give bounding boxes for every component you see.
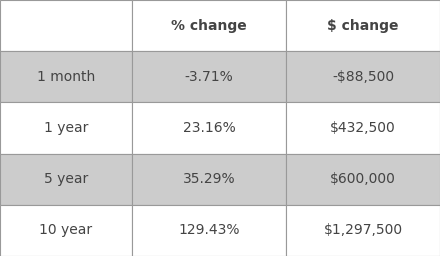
Text: 35.29%: 35.29% [183, 172, 235, 186]
Text: 5 year: 5 year [44, 172, 88, 186]
Text: 129.43%: 129.43% [178, 223, 240, 237]
Text: -3.71%: -3.71% [185, 70, 233, 84]
Bar [132, 102, 286, 154]
Bar [0, 0, 132, 51]
Bar [132, 0, 286, 51]
Bar [132, 51, 286, 102]
Bar [286, 0, 440, 51]
Bar [286, 154, 440, 205]
Bar [0, 102, 132, 154]
Text: $432,500: $432,500 [330, 121, 396, 135]
Text: $600,000: $600,000 [330, 172, 396, 186]
Text: -$88,500: -$88,500 [332, 70, 394, 84]
Text: 10 year: 10 year [40, 223, 92, 237]
Bar [286, 102, 440, 154]
Bar [132, 205, 286, 256]
Bar [132, 154, 286, 205]
Bar [0, 51, 132, 102]
Bar [286, 205, 440, 256]
Text: 1 month: 1 month [37, 70, 95, 84]
Text: % change: % change [171, 19, 247, 33]
Text: 23.16%: 23.16% [183, 121, 235, 135]
Text: $1,297,500: $1,297,500 [323, 223, 403, 237]
Bar [286, 51, 440, 102]
Text: 1 year: 1 year [44, 121, 88, 135]
Bar [0, 205, 132, 256]
Text: $ change: $ change [327, 19, 399, 33]
Bar [0, 154, 132, 205]
